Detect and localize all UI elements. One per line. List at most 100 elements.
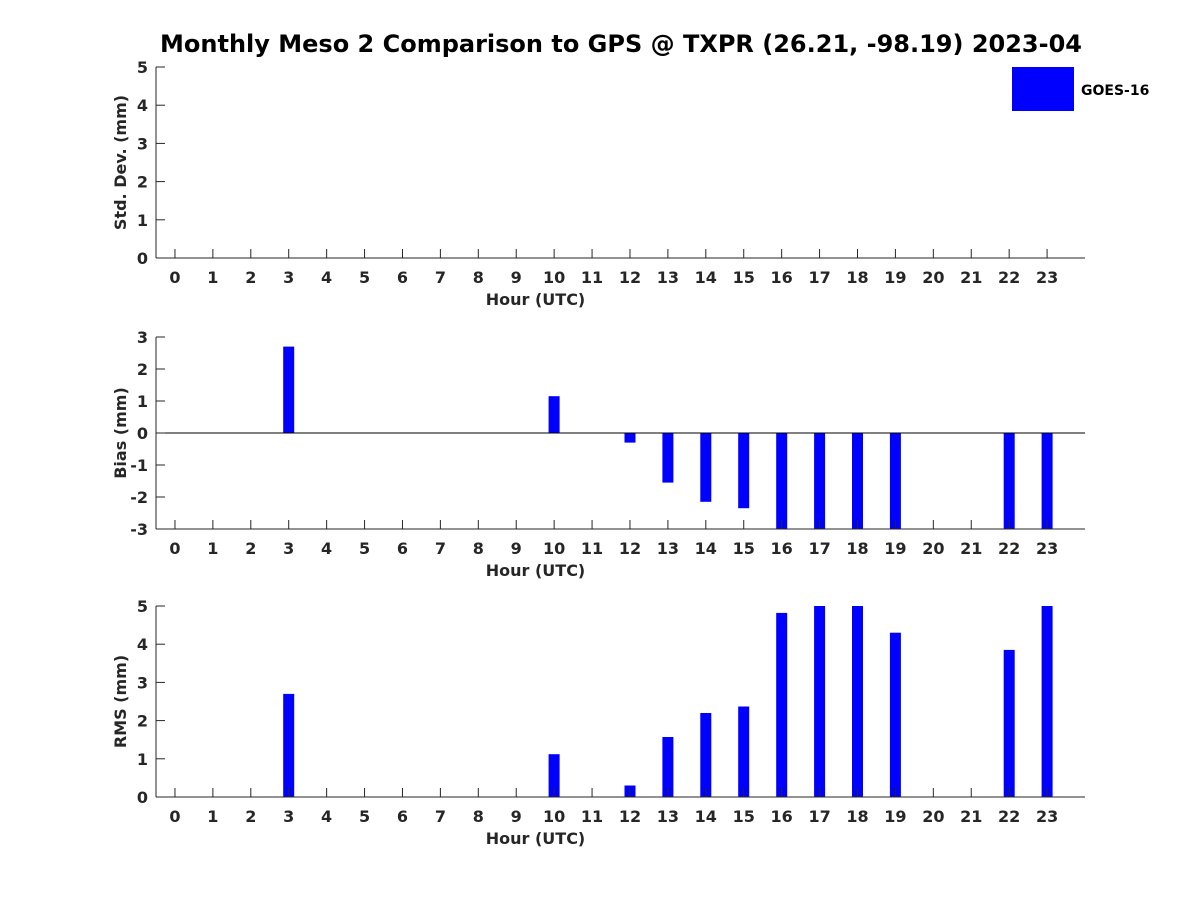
rms-y-tick-label: 0 (137, 788, 148, 807)
rms-x-tick-label: 20 (922, 807, 944, 826)
legend: GOES-16 (1012, 67, 1149, 111)
bias-x-tick-label: 16 (771, 539, 793, 558)
bias-y-tick-label: 1 (137, 392, 148, 411)
rms-y-tick-label: 3 (137, 673, 148, 692)
bias-y-tick-label: -1 (130, 456, 148, 475)
bias-x-axis-label: Hour (UTC) (486, 561, 586, 580)
rms-x-tick-label: 9 (511, 807, 522, 826)
std-dev-x-tick-label: 5 (359, 268, 370, 287)
std-dev-x-tick-label: 8 (473, 268, 484, 287)
rms-x-tick-label: 2 (245, 807, 256, 826)
rms-x-tick-label: 17 (808, 807, 830, 826)
rms-x-tick-label: 3 (283, 807, 294, 826)
bias-bar-hour-22 (1003, 433, 1015, 529)
rms-x-tick-label: 13 (657, 807, 679, 826)
bias-x-tick-label: 15 (733, 539, 755, 558)
rms-bar-hour-13 (662, 737, 674, 797)
std-dev-x-tick-label: 0 (169, 268, 180, 287)
bias-x-tick-label: 22 (998, 539, 1020, 558)
bias-x-tick-label: 6 (397, 539, 408, 558)
bias-bar-hour-23 (1041, 433, 1053, 529)
std-dev-x-tick-label: 6 (397, 268, 408, 287)
rms-x-tick-label: 0 (169, 807, 180, 826)
std-dev-y-tick-label: 2 (137, 173, 148, 192)
std-dev-x-tick-label: 2 (245, 268, 256, 287)
bias-bar-hour-18 (852, 433, 863, 529)
rms-y-axis-label: RMS (mm) (111, 655, 130, 748)
bias-y-tick-label: 3 (137, 328, 148, 347)
legend-swatch (1012, 67, 1074, 111)
std-dev-x-tick-label: 21 (960, 268, 982, 287)
bias-x-tick-label: 20 (922, 539, 944, 558)
std-dev-x-tick-label: 15 (733, 268, 755, 287)
std-dev-y-tick-label: 1 (137, 211, 148, 230)
std-dev-x-tick-label: 16 (771, 268, 793, 287)
bias-bar-hour-10 (548, 396, 560, 433)
rms-x-tick-label: 16 (771, 807, 793, 826)
bias-y-tick-label: -2 (130, 488, 148, 507)
std-dev-x-tick-label: 17 (808, 268, 830, 287)
std-dev-x-tick-label: 18 (846, 268, 868, 287)
rms-bar-hour-15 (738, 706, 750, 797)
rms-bars (283, 606, 1053, 797)
rms-x-tick-label: 23 (1036, 807, 1058, 826)
std-dev-x-tick-label: 19 (884, 268, 906, 287)
bias-x-tick-label: 11 (581, 539, 603, 558)
std-dev-x-tick-label: 12 (619, 268, 641, 287)
bias-x-tick-label: 10 (543, 539, 565, 558)
rms-x-tick-label: 1 (207, 807, 218, 826)
rms-x-tick-label: 19 (884, 807, 906, 826)
rms-x-tick-label: 7 (435, 807, 446, 826)
std-dev-y-tick-label: 4 (137, 96, 148, 115)
rms-bar-hour-22 (1003, 649, 1015, 797)
std-dev-x-tick-label: 7 (435, 268, 446, 287)
rms-bar-hour-3 (283, 693, 295, 797)
std-dev-x-tick-label: 11 (581, 268, 603, 287)
bias-y-tick-label: 2 (137, 360, 148, 379)
rms-x-axis-label: Hour (UTC) (486, 829, 586, 848)
bias-bar-hour-16 (776, 433, 788, 529)
bias-x-tick-label: 4 (321, 539, 332, 558)
std-dev-x-tick-label: 3 (283, 268, 294, 287)
bias-x-tick-label: 9 (511, 539, 522, 558)
std-dev-x-tick-label: 22 (998, 268, 1020, 287)
bias-y-tick-label: -3 (130, 520, 148, 539)
rms-x-tick-label: 15 (733, 807, 755, 826)
bias-x-tick-label: 12 (619, 539, 641, 558)
rms-y-tick-label: 2 (137, 712, 148, 731)
std-dev-y-tick-label: 3 (137, 134, 148, 153)
std-dev-y-tick-label: 0 (137, 249, 148, 268)
std-dev-x-tick-label: 1 (207, 268, 218, 287)
bias-bar-hour-13 (662, 433, 674, 483)
rms-bar-hour-14 (700, 713, 712, 797)
rms-y-tick-label: 1 (137, 750, 148, 769)
bias-x-tick-label: 18 (846, 539, 868, 558)
bias-bar-hour-17 (814, 433, 826, 529)
page-title: Monthly Meso 2 Comparison to GPS @ TXPR … (160, 30, 1082, 58)
bias-x-tick-label: 7 (435, 539, 446, 558)
bias-x-tick-label: 1 (207, 539, 218, 558)
bias-x-tick-label: 3 (283, 539, 294, 558)
rms-x-tick-label: 11 (581, 807, 603, 826)
rms-y-tick-label: 5 (137, 597, 148, 616)
bias-x-tick-label: 5 (359, 539, 370, 558)
bias-x-tick-label: 8 (473, 539, 484, 558)
bias-y-axis-label: Bias (mm) (111, 387, 130, 479)
rms-bar-hour-16 (776, 612, 788, 797)
rms-x-tick-label: 6 (397, 807, 408, 826)
std-dev-x-tick-label: 20 (922, 268, 944, 287)
std-dev-y-tick-label: 5 (137, 58, 148, 77)
rms-x-tick-label: 18 (846, 807, 868, 826)
bias-x-tick-label: 0 (169, 539, 180, 558)
rms-x-tick-label: 21 (960, 807, 982, 826)
rms-bar-hour-18 (852, 606, 863, 797)
bias-x-tick-label: 14 (695, 539, 717, 558)
rms-x-tick-label: 12 (619, 807, 641, 826)
bias-bar-hour-3 (283, 346, 295, 433)
rms-x-tick-label: 22 (998, 807, 1020, 826)
std-dev-x-tick-label: 4 (321, 268, 332, 287)
bias-x-tick-label: 2 (245, 539, 256, 558)
bias-bar-hour-12 (624, 433, 636, 443)
